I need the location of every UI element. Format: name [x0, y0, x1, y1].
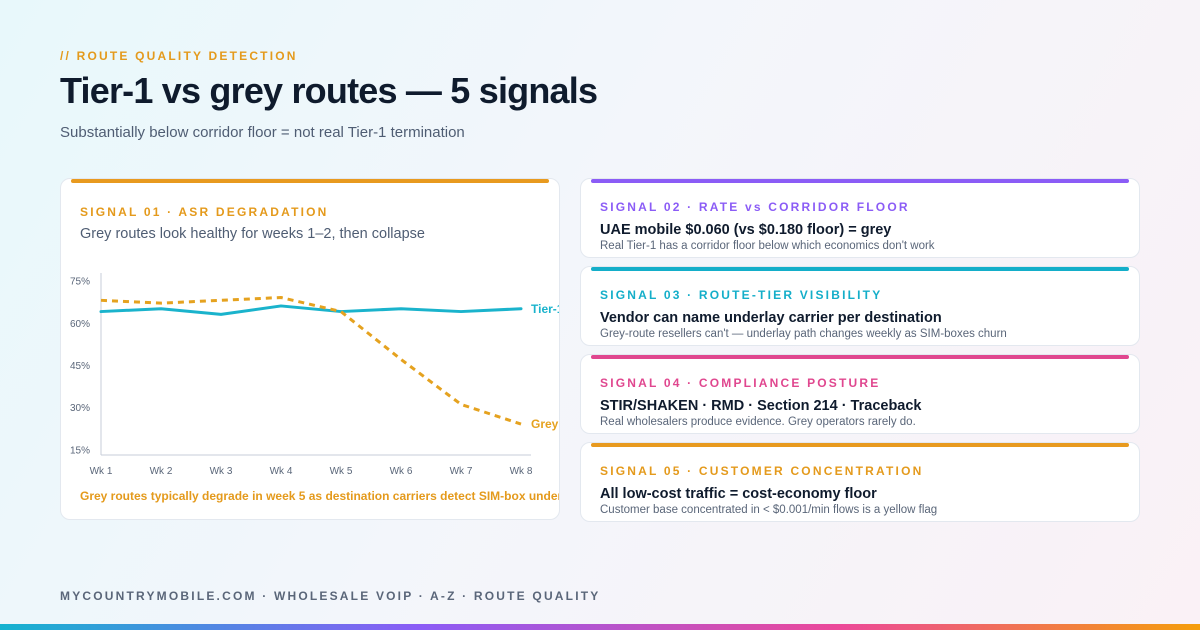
x-tick-label: Wk 1 [90, 466, 113, 477]
signal-03-headline: Vendor can name underlay carrier per des… [600, 310, 942, 326]
y-tick-label: 75% [70, 277, 90, 288]
gradient-bottom-bar [0, 624, 1200, 630]
x-tick-label: Wk 7 [450, 466, 473, 477]
page-subtitle: Substantially below corridor floor = not… [60, 124, 465, 141]
signal-05-accent-bar [591, 443, 1129, 447]
signal-05-card: SIGNAL 05 · CUSTOMER CONCENTRATION All l… [580, 442, 1140, 522]
signal-03-accent-bar [591, 267, 1129, 271]
signal-03-description: Grey-route resellers can't — underlay pa… [600, 328, 1007, 340]
y-tick-label: 15% [70, 445, 90, 456]
signal-02-accent-bar [591, 179, 1129, 183]
signal-04-headline: STIR/SHAKEN · RMD · Section 214 · Traceb… [600, 398, 922, 414]
x-tick-label: Wk 8 [510, 466, 533, 477]
signal-02-card: SIGNAL 02 · RATE vs CORRIDOR FLOOR UAE m… [580, 178, 1140, 258]
x-tick-label: Wk 2 [150, 466, 173, 477]
signal-01-accent-bar [71, 179, 549, 183]
signal-03-label: SIGNAL 03 · ROUTE-TIER VISIBILITY [600, 288, 883, 302]
signal-01-subtitle: Grey routes look healthy for weeks 1–2, … [80, 226, 425, 242]
signal-05-headline: All low-cost traffic = cost-economy floo… [600, 486, 877, 502]
signal-04-accent-bar [591, 355, 1129, 359]
asr-line-chart: 75% 60% 45% 30% 15%Wk 1 Wk 2 Wk 3 Wk 4 Wk 5 Wk 6 W… [70, 273, 560, 477]
signal-01-footnote: Grey routes typically degrade in week 5 … [80, 489, 560, 503]
x-tick-label: Wk 3 [210, 466, 233, 477]
signal-02-headline: UAE mobile $0.060 (vs $0.180 floor) = gr… [600, 222, 892, 238]
signal-04-label: SIGNAL 04 · COMPLIANCE POSTURE [600, 376, 881, 390]
signal-02-label: SIGNAL 02 · RATE vs CORRIDOR FLOOR [600, 200, 910, 214]
signal-04-card: SIGNAL 04 · COMPLIANCE POSTURE STIR/SHAK… [580, 354, 1140, 434]
series-line-grey [100, 296, 522, 426]
y-tick-label: 60% [70, 319, 90, 330]
series-label-tier-1: Tier-1 [531, 302, 560, 316]
x-tick-label: Wk 4 [270, 466, 293, 477]
series-line-tier-1 [99, 304, 523, 316]
signal-05-label: SIGNAL 05 · CUSTOMER CONCENTRATION [600, 464, 924, 478]
signal-04-description: Real wholesalers produce evidence. Grey … [600, 416, 916, 428]
signal-05-description: Customer base concentrated in < $0.001/m… [600, 504, 938, 516]
y-tick-label: 30% [70, 403, 90, 414]
x-tick-label: Wk 6 [390, 466, 413, 477]
series-label-grey: Grey [531, 417, 559, 431]
signal-02-description: Real Tier-1 has a corridor floor below w… [600, 240, 935, 252]
signal-03-card: SIGNAL 03 · ROUTE-TIER VISIBILITY Vendor… [580, 266, 1140, 346]
signal-01-label: SIGNAL 01 · ASR DEGRADATION [80, 205, 329, 219]
x-tick-label: Wk 5 [330, 466, 353, 477]
signal-01-card: SIGNAL 01 · ASR DEGRADATION Grey routes … [60, 178, 560, 520]
page-title: Tier-1 vs grey routes — 5 signals [60, 70, 598, 111]
footer-brand: MYCOUNTRYMOBILE.COM · WHOLESALE VOIP · A… [60, 589, 601, 603]
eyebrow: // ROUTE QUALITY DETECTION [60, 49, 298, 63]
y-tick-label: 45% [70, 361, 90, 372]
